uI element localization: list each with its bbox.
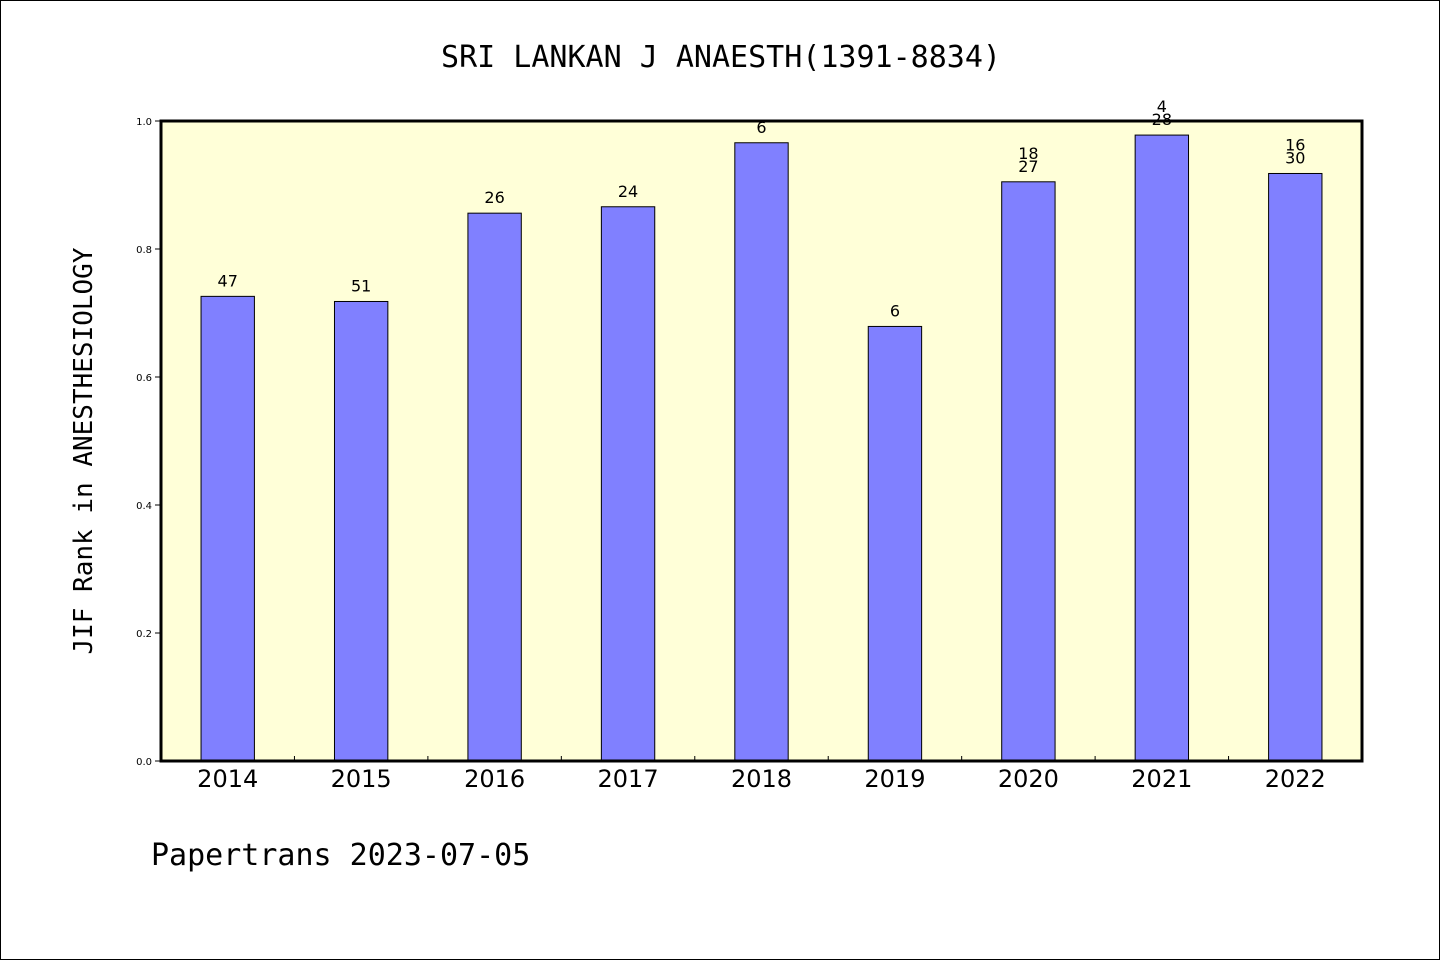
bar-data-label: 18: [1018, 144, 1038, 163]
bar-2020: [1001, 181, 1056, 762]
chart-title: SRI LANKAN J ANAESTH(1391-8834): [441, 40, 1001, 75]
bar-2014: [200, 295, 255, 762]
bar-2017: [600, 206, 656, 762]
x-tick-label: 2016: [464, 765, 525, 793]
x-tick-label: 2019: [864, 765, 925, 793]
bar-2016: [467, 212, 522, 762]
bar-data-label: 24: [618, 182, 638, 201]
bar-data-label: 4: [1157, 97, 1167, 116]
y-tick-label: 0.4: [136, 501, 152, 512]
y-axis-label: JIF Rank in ANESTHESIOLOGY: [69, 247, 99, 654]
x-tick-label: 2015: [331, 765, 392, 793]
x-tick-label: 2018: [731, 765, 792, 793]
footer-credit: Papertrans 2023-07-05: [151, 838, 530, 873]
bar-data-label: 6: [890, 301, 900, 320]
bar-2019: [867, 325, 923, 762]
plot-border: [159, 119, 1364, 763]
x-axis: 2014 2015 2016 2017 2018 2019 2020 2021 2022: [197, 756, 1326, 793]
x-tick-label: 2022: [1265, 765, 1326, 793]
bars-group: [200, 134, 1323, 762]
y-axis: 0.0 0.2 0.4 0.6 0.8 1.0: [136, 117, 161, 768]
y-tick-label: 0.6: [136, 373, 152, 384]
bar-2021: [1134, 134, 1190, 762]
x-tick-label: 2017: [598, 765, 659, 793]
bar-data-label: 47: [218, 271, 238, 290]
bar-data-label: 16: [1285, 135, 1305, 154]
x-tick-label: 2014: [197, 765, 258, 793]
bar-data-label: 27: [1018, 157, 1038, 176]
y-tick-label: 0.2: [136, 629, 152, 640]
bar-data-label: 51: [351, 276, 371, 295]
y-tick-label: 1.0: [136, 117, 152, 128]
y-tick-label: 0.0: [136, 757, 152, 768]
bar-2018: [734, 142, 789, 762]
bar-2015: [333, 300, 389, 762]
bar-data-label: 26: [484, 188, 504, 207]
x-tick-label: 2021: [1131, 765, 1192, 793]
y-tick-label: 0.8: [136, 245, 152, 256]
bar-data-label: 6: [756, 118, 766, 137]
bar-2022: [1268, 172, 1323, 762]
x-tick-label: 2020: [998, 765, 1059, 793]
bar-data-label: 30: [1285, 148, 1305, 167]
